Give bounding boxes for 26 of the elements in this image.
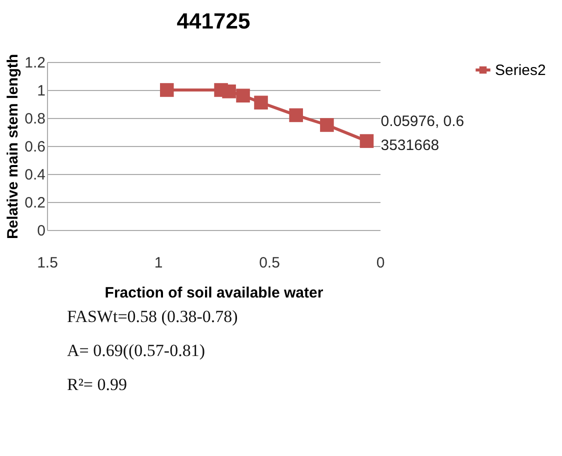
y-tick-label: 0.8	[24, 110, 46, 128]
x-tick-label: 1	[154, 254, 163, 272]
point	[289, 108, 303, 122]
x-tick-label: 0.5	[259, 254, 280, 272]
y-tick-label: 0	[37, 222, 46, 240]
annotation: 0.05976, 0.63531668	[380, 113, 464, 154]
y-tick-label: 1	[37, 82, 46, 100]
x-tick-label: 0	[376, 254, 385, 272]
legend-label: Series2	[495, 62, 546, 79]
y-axis-title: Relative main stem length	[4, 54, 22, 240]
y-tick-label: 1.2	[24, 54, 46, 72]
x-axis-title: Fraction of soil available water	[104, 284, 324, 302]
y-tick-label: 0.4	[24, 166, 46, 184]
text: A= 0.69((0.57-0.81)	[67, 341, 206, 360]
point	[236, 88, 250, 102]
point	[160, 83, 174, 97]
point	[222, 84, 236, 98]
text: R²= 0.99	[67, 375, 128, 394]
x-tick-label: 1.5	[37, 254, 58, 272]
text: FASWt=0.58 (0.38-0.78)	[67, 307, 238, 326]
y-tick-label: 0.2	[24, 194, 46, 212]
chart-title: 441725	[176, 8, 250, 34]
point	[254, 96, 268, 110]
point	[360, 134, 374, 148]
y-tick-label: 0.6	[24, 138, 46, 156]
point	[320, 118, 334, 132]
